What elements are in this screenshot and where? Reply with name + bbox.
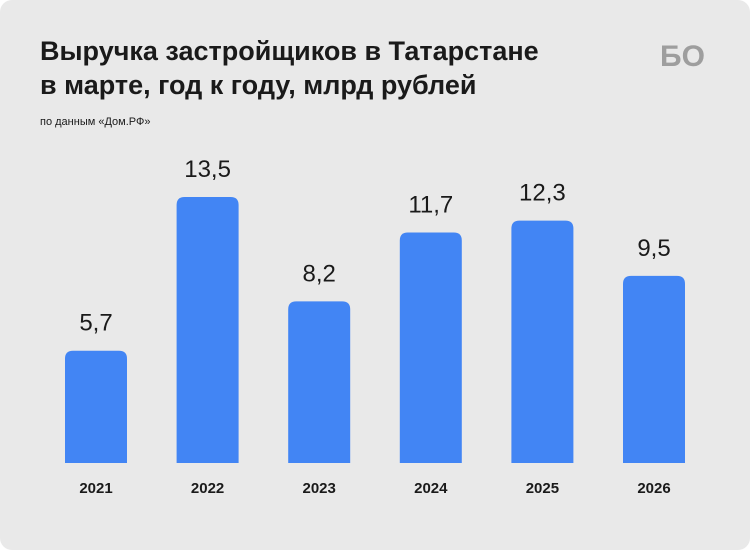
bar-2021 xyxy=(65,350,127,463)
bar-2026 xyxy=(623,275,685,463)
bar-2023 xyxy=(288,301,351,463)
chart-title-line-1: Выручка застройщиков в Татарстане xyxy=(40,36,539,66)
x-tick-label-2025: 2025 xyxy=(526,480,559,497)
chart-source-note: по данным «Дом.РФ» xyxy=(40,116,151,128)
chart-title-line-2: в марте, год к году, млрд рублей xyxy=(40,70,477,100)
value-label-2026: 9,5 xyxy=(637,235,670,262)
bar-2025 xyxy=(511,220,574,463)
bo-logo-text: БО xyxy=(660,40,705,72)
x-tick-label-2024: 2024 xyxy=(414,480,448,497)
value-label-2022: 13,5 xyxy=(184,156,231,183)
value-label-2024: 11,7 xyxy=(408,191,453,218)
value-label-2021: 5,7 xyxy=(79,310,112,337)
x-tick-label-2026: 2026 xyxy=(637,480,670,497)
x-tick-label-2023: 2023 xyxy=(303,480,336,497)
value-label-2025: 12,3 xyxy=(519,180,566,207)
bar-2024 xyxy=(399,232,462,463)
x-tick-label-2022: 2022 xyxy=(191,480,224,497)
bar-chart: 5,7 2021 13,5 2022 8,2 2023 11,7 2024 12,3 2025 9,… xyxy=(65,156,685,497)
x-tick-label-2021: 2021 xyxy=(79,480,112,497)
value-label-2023: 8,2 xyxy=(303,260,336,287)
chart-title: Выручка застройщиков в Татарстане в март… xyxy=(40,34,600,102)
bar-2022 xyxy=(176,197,239,463)
bo-logo: БО xyxy=(660,40,705,72)
